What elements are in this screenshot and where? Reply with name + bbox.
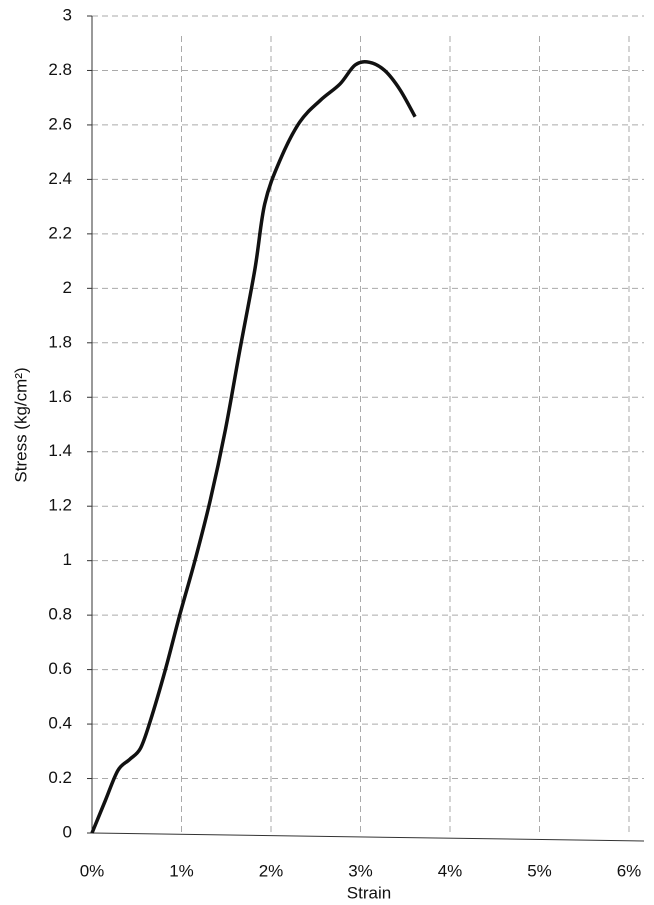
y-tick-label: 1 bbox=[63, 550, 72, 569]
y-tick-label: 0.4 bbox=[48, 714, 72, 733]
y-tick-label: 1.2 bbox=[48, 496, 72, 515]
y-tick-label: 1.8 bbox=[48, 332, 72, 351]
x-axis-title: Strain bbox=[347, 883, 391, 902]
stress-strain-line bbox=[90, 60, 417, 834]
y-tick-label: 2.8 bbox=[48, 60, 72, 79]
y-axis-title: Stress (kg/cm²) bbox=[11, 367, 30, 482]
y-tick-label: 2.4 bbox=[48, 169, 72, 188]
y-tick-label: 2.6 bbox=[48, 114, 72, 133]
x-tick-label: 3% bbox=[348, 861, 373, 880]
y-tick-label: 1.6 bbox=[48, 387, 72, 406]
y-tick-label: 0.6 bbox=[48, 659, 72, 678]
x-tick-label: 6% bbox=[617, 861, 642, 880]
x-tick-label: 2% bbox=[259, 861, 284, 880]
y-tick-label: 3 bbox=[63, 5, 72, 24]
y-tick-label: 0.8 bbox=[48, 605, 72, 624]
y-tick-label: 2.2 bbox=[48, 223, 72, 242]
x-tick-label: 0% bbox=[80, 861, 105, 880]
x-tick-label: 5% bbox=[527, 861, 552, 880]
x-tick-label: 1% bbox=[169, 861, 194, 880]
x-axis bbox=[91, 832, 645, 842]
y-tick-label: 2 bbox=[63, 278, 72, 297]
y-tick-label: 0.2 bbox=[48, 768, 72, 787]
x-tick-label: 4% bbox=[438, 861, 463, 880]
y-tick-label: 1.4 bbox=[48, 441, 72, 460]
y-tick-label: 0 bbox=[63, 822, 72, 841]
